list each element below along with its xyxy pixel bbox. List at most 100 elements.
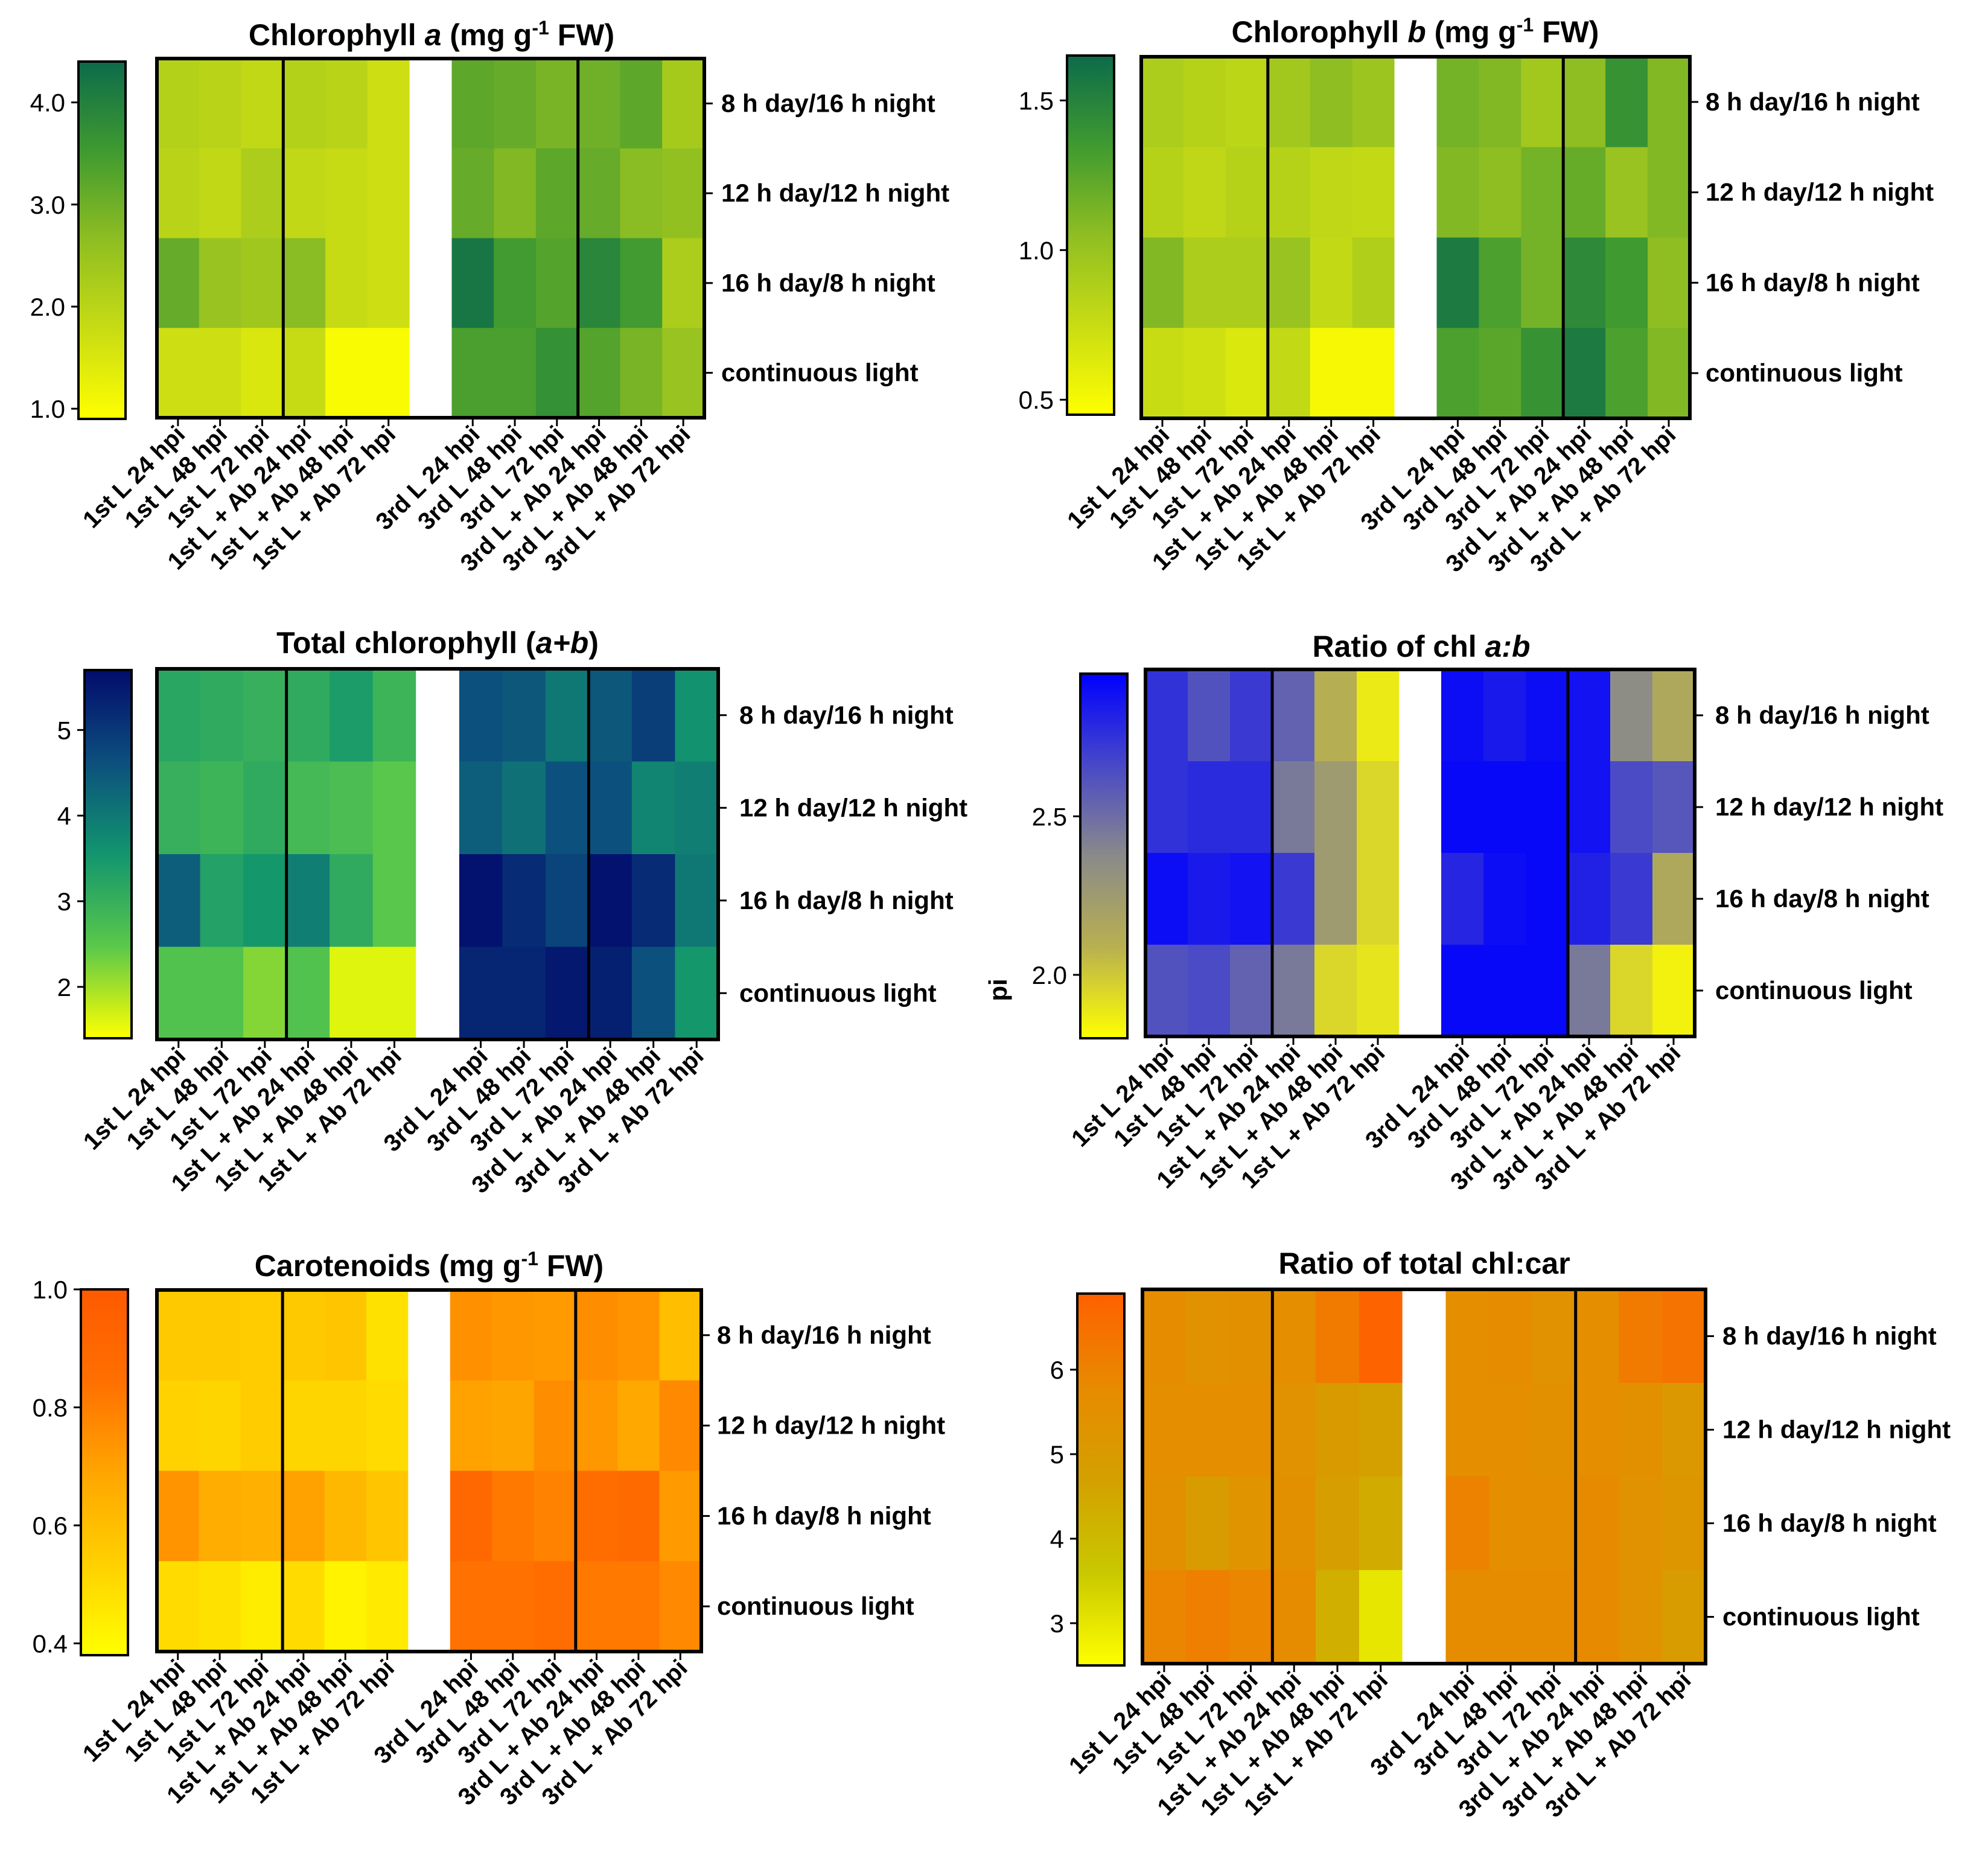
heatmap-cell (588, 947, 632, 1040)
colorbar-tick-label: 5 (1050, 1440, 1064, 1469)
heatmap-cell (372, 854, 416, 948)
row-label: continuous light (1715, 976, 1913, 1004)
heatmap-cell (1489, 1383, 1533, 1477)
heatmap-cell (199, 238, 242, 328)
heatmap-cell (451, 328, 494, 418)
heatmap-cell (535, 328, 579, 418)
heatmap-cell (157, 1290, 199, 1381)
heatmap-cell (286, 761, 330, 855)
heatmap-cell (1568, 945, 1611, 1037)
heatmap-cell (1267, 237, 1311, 328)
heatmap-cell (459, 854, 503, 948)
heatmap-cell (1532, 1289, 1576, 1384)
heatmap-cell (330, 761, 374, 855)
colorbar-tick-label: 4 (1050, 1525, 1064, 1553)
heatmap-cell (243, 761, 287, 855)
heatmap-cell (240, 1470, 283, 1562)
heatmap-cell (286, 854, 330, 948)
heatmap-cell (1272, 669, 1315, 762)
heatmap-panel-4: Ratio of chl a:b 2.0 2.5 8 h day/16 h night… (1032, 630, 1943, 1195)
panel-title: Ratio of chl a:b (1312, 630, 1530, 663)
heatmap-cell (1483, 761, 1526, 854)
heatmap-cell (325, 59, 368, 149)
heatmap-cell (157, 148, 200, 239)
heatmap-cell (659, 1380, 702, 1472)
heatmap-cell (200, 854, 244, 948)
panel-title-part: Ratio of chl (1312, 630, 1485, 663)
heatmap-cell (241, 238, 284, 328)
heatmap-cell (1563, 147, 1606, 238)
heatmap-cell (1479, 57, 1521, 148)
heatmap-cell (282, 1561, 325, 1652)
heatmap-cell (243, 947, 287, 1040)
heatmap-cell (240, 1561, 283, 1652)
heatmap-cell (662, 148, 705, 239)
heatmap-cell (1532, 1477, 1576, 1571)
heatmap-cell (366, 1561, 409, 1652)
heatmap-cell (1526, 853, 1569, 945)
heatmap-cell (1183, 57, 1226, 148)
colorbar (1076, 1292, 1126, 1667)
colorbar-tick-label: 2.0 (30, 293, 65, 321)
heatmap-cell (1142, 1383, 1187, 1477)
panel-title-part: ) (588, 626, 599, 660)
heatmap-cell (241, 328, 284, 418)
heatmap-cell (1479, 147, 1521, 238)
heatmap-cell (1521, 147, 1564, 238)
stray-axis-label: pi (984, 978, 1012, 1001)
heatmap-cell (1316, 1570, 1360, 1664)
heatmap-cell (1272, 1570, 1316, 1664)
panel-title-part: a:b (1485, 630, 1531, 663)
heatmap-cell (1188, 945, 1231, 1037)
heatmap-cell (1183, 147, 1226, 238)
heatmap-cell (366, 1290, 409, 1381)
heatmap-cell (330, 947, 374, 1040)
colorbar (77, 60, 127, 420)
heatmap-cell (282, 1470, 325, 1562)
heatmap-cell (1142, 1289, 1187, 1384)
colorbar-tick-label: 0.5 (1019, 386, 1054, 414)
heatmap-cell (502, 854, 546, 948)
colorbar-tick-label: 3.0 (30, 191, 65, 219)
heatmap-cell (1229, 1383, 1273, 1477)
heatmap-cell (1310, 237, 1353, 328)
heatmap-cell (367, 148, 410, 239)
heatmap-cell (240, 1380, 283, 1472)
heatmap-cell (157, 59, 200, 149)
heatmap-cell (617, 1380, 660, 1472)
heatmap-cell (1662, 1570, 1706, 1664)
heatmap-cell (1445, 1570, 1489, 1664)
heatmap-cell (1352, 147, 1395, 238)
heatmap-cell (1229, 1289, 1273, 1384)
row-label: 12 h day/12 h night (1706, 178, 1934, 206)
row-label: 16 h day/8 h night (1706, 268, 1920, 296)
heatmap-cell (662, 238, 705, 328)
heatmap-frame (155, 57, 706, 420)
heatmap-cell (1357, 761, 1400, 854)
heatmap-cell (282, 1290, 325, 1381)
heatmap-cell (1563, 237, 1606, 328)
heatmap-cell (1436, 147, 1479, 238)
heatmap-cell (324, 1470, 367, 1562)
heatmap-cell (459, 761, 503, 855)
heatmap-cell (659, 1561, 702, 1652)
heatmap-cell (1652, 853, 1695, 945)
heatmap-cell (492, 1380, 535, 1472)
heatmap-frame (1139, 55, 1692, 420)
heatmap-cell (494, 238, 537, 328)
heatmap-cell (157, 947, 201, 1040)
heatmap-cell (1532, 1570, 1576, 1664)
heatmap-cell (1267, 328, 1311, 419)
heatmap-cell (1188, 761, 1231, 854)
heatmap-cell (366, 1380, 409, 1472)
heatmap-cell (1145, 669, 1188, 762)
heatmap-cell (1272, 761, 1315, 854)
panel-title-part: -1 (532, 17, 549, 39)
heatmap-cell (1145, 853, 1188, 945)
heatmap-cell (545, 761, 589, 855)
colorbar-tick-label: 2.5 (1032, 802, 1067, 831)
heatmap-cell (243, 669, 287, 762)
heatmap-cell (1441, 669, 1484, 762)
row-label: 16 h day/8 h night (739, 886, 954, 915)
heatmap-cell (675, 669, 719, 762)
